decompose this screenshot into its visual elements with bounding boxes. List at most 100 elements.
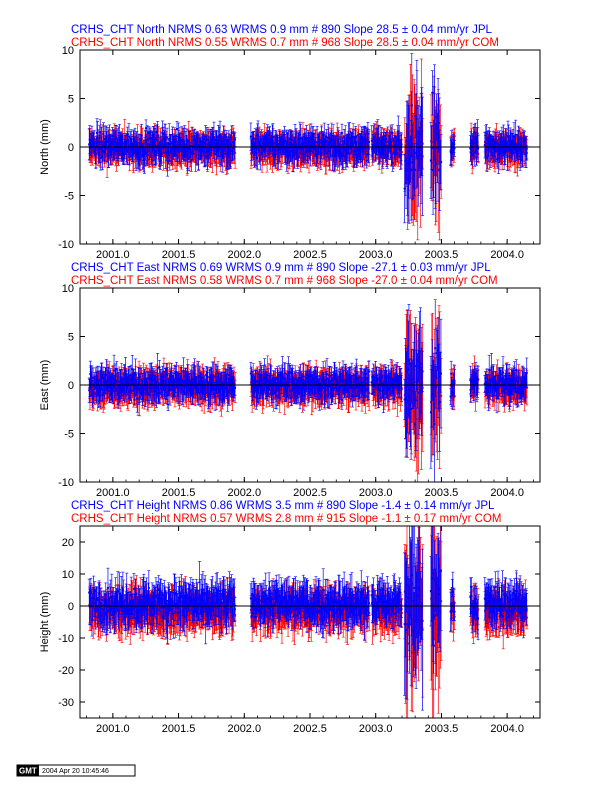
data-point: [275, 147, 278, 150]
data-point: [113, 148, 116, 151]
data-point: [327, 136, 330, 139]
data-point: [194, 138, 197, 141]
data-point: [173, 146, 176, 149]
data-point: [382, 141, 385, 144]
data-point: [146, 154, 149, 157]
data-point: [158, 143, 161, 146]
data-point: [475, 149, 478, 152]
data-point: [337, 137, 340, 140]
data-point: [123, 137, 126, 140]
data-point: [307, 140, 310, 143]
data-point: [198, 144, 201, 147]
data-point: [295, 142, 298, 145]
data-point: [313, 140, 316, 143]
data-point: [135, 143, 138, 146]
data-point: [215, 144, 218, 147]
data-point: [313, 148, 316, 151]
data-point: [124, 140, 127, 143]
data-point: [127, 135, 130, 138]
data-point: [179, 143, 182, 146]
data-point: [357, 143, 360, 146]
data-point: [266, 160, 269, 163]
data-point: [311, 138, 314, 141]
data-point: [123, 148, 126, 151]
data-point: [296, 156, 299, 159]
data-point: [256, 153, 259, 156]
data-point: [380, 157, 383, 160]
data-point: [318, 141, 321, 144]
data-point: [324, 145, 327, 148]
data-point: [367, 147, 370, 150]
data-point: [311, 149, 314, 152]
data-point: [288, 146, 291, 149]
data-point: [377, 149, 380, 152]
data-point: [188, 139, 191, 142]
data-point: [230, 131, 233, 134]
data-point: [379, 139, 382, 142]
data-point: [396, 139, 399, 142]
data-point: [258, 149, 261, 152]
data-point: [183, 140, 186, 143]
data-point: [331, 154, 334, 157]
data-point: [341, 152, 344, 155]
data-point: [214, 152, 217, 155]
data-point: [224, 143, 227, 146]
data-point: [220, 143, 223, 146]
data-point: [111, 151, 114, 154]
data-point: [189, 148, 192, 151]
data-point: [382, 144, 385, 147]
data-point: [290, 140, 293, 143]
data-point: [303, 137, 306, 140]
data-point: [90, 144, 93, 147]
data-point: [477, 147, 480, 150]
data-point: [273, 155, 276, 158]
data-point: [93, 141, 96, 144]
data-point: [266, 141, 269, 144]
data-point: [378, 152, 381, 155]
data-point: [262, 144, 265, 147]
data-point: [102, 149, 104, 152]
data-point: [337, 141, 340, 144]
data-point: [367, 141, 370, 144]
data-point: [262, 142, 265, 145]
data-points: [87, 53, 529, 241]
data-point: [385, 138, 388, 141]
data-point: [174, 143, 177, 146]
data-point: [94, 152, 97, 155]
data-point: [333, 154, 336, 157]
data-point: [104, 143, 107, 146]
data-point: [375, 147, 378, 150]
data-point: [395, 145, 398, 148]
data-point: [312, 141, 315, 144]
data-point: [306, 148, 309, 151]
data-point: [88, 138, 91, 141]
data-point: [227, 153, 230, 156]
data-point: [213, 145, 216, 148]
data-point: [292, 154, 295, 157]
data-point: [264, 141, 267, 144]
data-point: [106, 154, 109, 157]
panel-north: CRHS_CHT North NRMS 0.63 WRMS 0.9 mm # 8…: [39, 24, 541, 261]
data-point: [159, 154, 162, 157]
data-point: [116, 149, 119, 152]
data-point: [351, 136, 354, 139]
data-point: [137, 157, 140, 160]
data-point: [409, 130, 412, 133]
data-point: [388, 138, 391, 141]
data-point: [322, 143, 325, 146]
data-point: [321, 140, 324, 143]
data-point: [134, 149, 137, 152]
data-point: [365, 159, 368, 162]
data-point: [346, 143, 349, 146]
data-point: [107, 151, 110, 154]
data-point: [175, 147, 178, 150]
data-point: [450, 144, 453, 147]
data-point: [130, 148, 133, 151]
data-point: [391, 161, 394, 164]
data-point: [257, 143, 260, 146]
data-point: [119, 142, 122, 145]
series-title-jpl: CRHS_CHT North NRMS 0.63 WRMS 0.9 mm # 8…: [71, 24, 492, 36]
data-point: [275, 143, 278, 146]
data-point: [347, 136, 350, 139]
data-point: [168, 159, 171, 162]
